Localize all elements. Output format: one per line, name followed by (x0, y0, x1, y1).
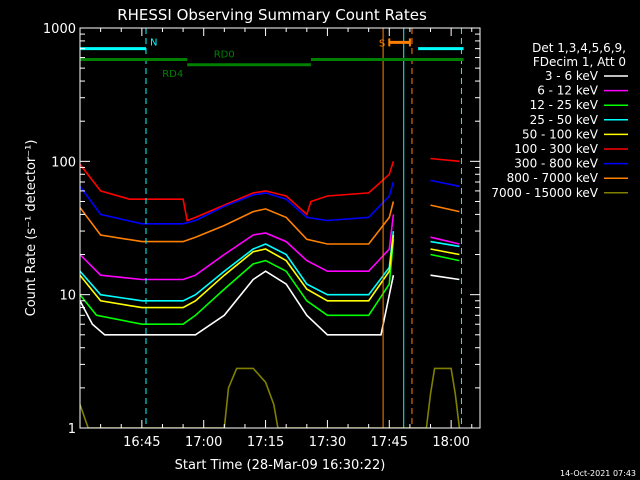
series-line-0 (80, 270, 460, 336)
x-tick-label: 16:45 (123, 435, 160, 450)
series-line-2 (80, 239, 460, 325)
y-tick-label: 10 (59, 289, 76, 304)
x-tick-label: 17:45 (371, 435, 408, 450)
series-line-3 (80, 231, 460, 302)
legend-label: 7000 - 15000 keV (491, 186, 598, 200)
legend-label: 6 - 12 keV (537, 84, 599, 98)
series-line-7 (80, 201, 460, 245)
legend-label: 50 - 100 keV (522, 127, 599, 141)
generation-timestamp: 14-Oct-2021 07:43 (560, 469, 636, 478)
y-tick-label: 100 (51, 155, 76, 170)
series-line-1 (80, 214, 460, 281)
series-line-4 (80, 234, 460, 309)
series-line-8 (80, 367, 461, 428)
chart-title: RHESSI Observing Summary Count Rates (117, 6, 427, 24)
x-tick-label: 17:30 (309, 435, 346, 450)
annotation-label: RD4 (162, 69, 183, 80)
legend-label: 3 - 6 keV (545, 69, 599, 83)
series-line-5 (80, 157, 460, 222)
x-tick-label: 17:15 (247, 435, 284, 450)
series-line-6 (80, 179, 460, 225)
y-tick-label: 1000 (43, 22, 76, 37)
x-tick-label: 17:00 (185, 435, 222, 450)
legend-header: Det 1,3,4,5,6,9, (532, 41, 626, 55)
plot-frame (79, 27, 481, 429)
legend-label: 800 - 7000 keV (507, 171, 599, 185)
x-axis-label: Start Time (28-Mar-09 16:30:22) (175, 458, 386, 473)
annotation-label: N (150, 38, 157, 49)
legend-label: 300 - 800 keV (514, 157, 598, 171)
annotation-label: RD0 (214, 50, 235, 61)
legend-label: 12 - 25 keV (530, 98, 599, 112)
x-tick-label: 18:00 (432, 435, 469, 450)
y-axis-label: Count Rate (s⁻¹ detector⁻¹) (24, 140, 39, 317)
legend-label: 25 - 50 keV (530, 113, 599, 127)
legend-header: FDecim 1, Att 0 (533, 55, 626, 69)
y-tick-label: 1 (68, 422, 76, 437)
annotation-label: S (379, 38, 385, 49)
legend-label: 100 - 300 keV (514, 142, 598, 156)
